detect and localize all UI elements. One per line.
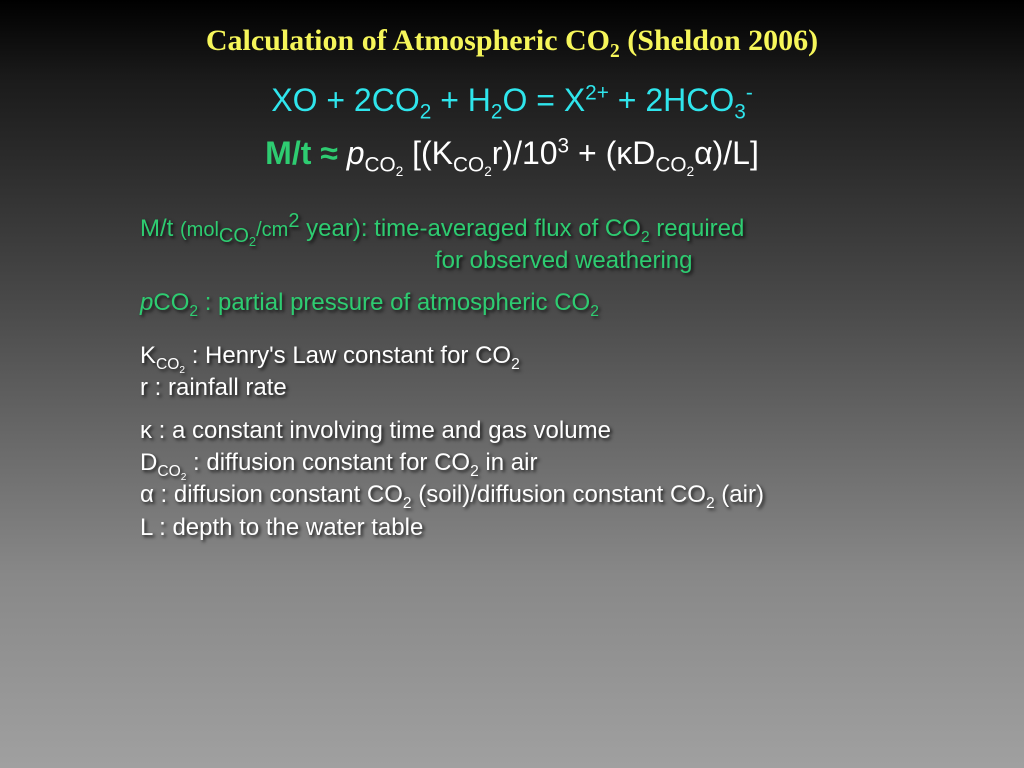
slide: Calculation of Atmospheric CO2 (Sheldon … bbox=[0, 0, 1024, 768]
def-alpha: α : diffusion constant CO2 (soil)/diffus… bbox=[140, 479, 964, 511]
def-mt-line1: M/t (molCO2/cm2 year): time-averaged flu… bbox=[140, 213, 964, 245]
def-l: L : depth to the water table bbox=[140, 512, 964, 544]
def-kco2: KCO2 : Henry's Law constant for CO2 bbox=[140, 340, 964, 372]
def-kappa: κ : a constant involving time and gas vo… bbox=[140, 415, 964, 447]
def-mt-line2: for observed weathering bbox=[435, 245, 964, 277]
flux-equation-rhs: pCO2 [(KCO2r)/103 + (κDCO2α)/L] bbox=[347, 135, 759, 171]
def-pco2: pCO2 : partial pressure of atmospheric C… bbox=[140, 287, 964, 319]
def-r: r : rainfall rate bbox=[140, 372, 964, 404]
def-dco2: DCO2 : diffusion constant for CO2 in air bbox=[140, 447, 964, 479]
flux-equation: M/t ≈ pCO2 [(KCO2r)/103 + (κDCO2α)/L] bbox=[0, 135, 1024, 173]
chemical-equation: XO + 2CO2 + H2O = X2+ + 2HCO3- bbox=[0, 82, 1024, 119]
slide-title: Calculation of Atmospheric CO2 (Sheldon … bbox=[0, 24, 1024, 58]
flux-equation-lhs: M/t ≈ bbox=[265, 135, 347, 171]
definitions: M/t (molCO2/cm2 year): time-averaged flu… bbox=[140, 213, 964, 545]
